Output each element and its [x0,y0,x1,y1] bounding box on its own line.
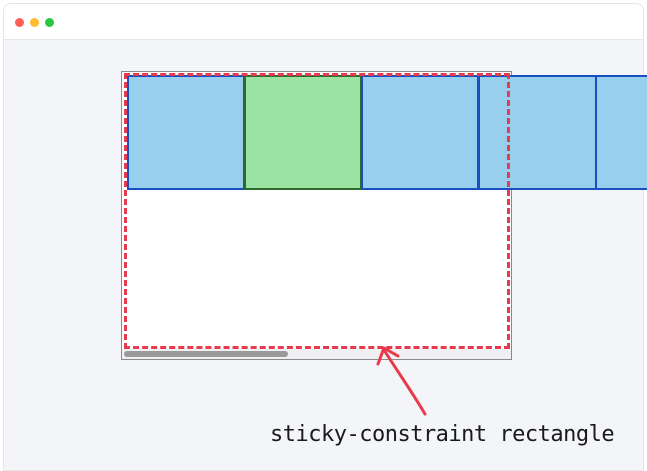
window-titlebar [4,4,643,40]
scroll-item-4 [478,75,597,190]
sticky-item [244,75,362,190]
minimize-window-dot-icon[interactable] [30,18,39,27]
scroll-item-3 [361,75,479,190]
scroll-item-1 [127,75,245,190]
close-window-dot-icon[interactable] [15,18,24,27]
scroll-item-5 [595,75,647,190]
horizontal-scrollbar-thumb[interactable] [124,351,288,357]
maximize-window-dot-icon[interactable] [45,18,54,27]
annotation-label: sticky-constraint rectangle [270,422,615,447]
horizontal-scrollbar-track[interactable] [122,349,511,359]
